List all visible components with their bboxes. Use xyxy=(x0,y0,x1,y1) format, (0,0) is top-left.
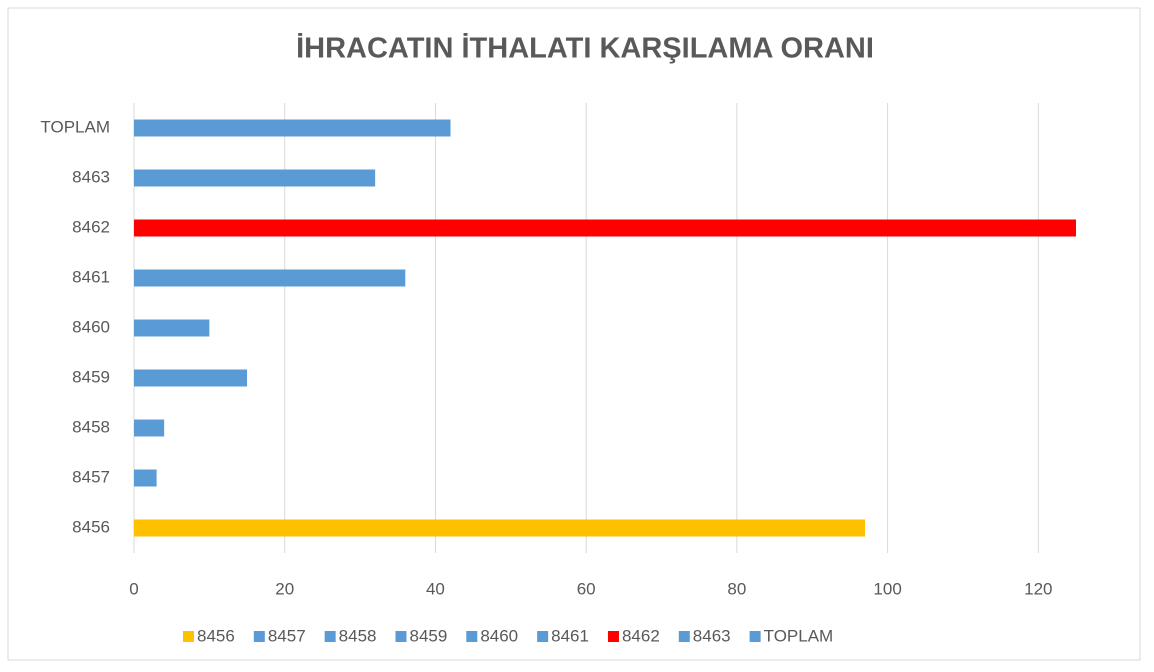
bar xyxy=(134,319,210,337)
bar xyxy=(134,119,451,137)
legend-label: 8457 xyxy=(268,626,306,645)
bar xyxy=(134,419,165,437)
legend-swatch xyxy=(183,631,194,642)
bar xyxy=(134,469,157,487)
y-tick-label: TOPLAM xyxy=(40,117,110,136)
bar xyxy=(134,169,376,187)
bar xyxy=(134,219,1076,237)
x-tick-label: 0 xyxy=(129,579,138,598)
bar xyxy=(134,269,406,287)
x-tick-label: 120 xyxy=(1024,579,1052,598)
chart-title: İHRACATIN İTHALATI KARŞILAMA ORANI xyxy=(296,33,874,65)
legend-swatch xyxy=(749,631,761,642)
legend-label: 8460 xyxy=(480,626,518,645)
legend-swatch xyxy=(253,631,265,642)
legend-label: 8462 xyxy=(622,626,660,645)
y-tick-label: 8462 xyxy=(72,217,110,236)
legend-label: 8458 xyxy=(339,626,377,645)
x-tick-label: 20 xyxy=(275,579,294,598)
legend-swatch xyxy=(607,631,619,642)
y-tick-label: 8463 xyxy=(72,167,110,186)
legend-label: TOPLAM xyxy=(764,626,834,645)
y-tick-label: 8458 xyxy=(72,417,110,436)
x-tick-label: 100 xyxy=(873,579,901,598)
y-tick-label: 8456 xyxy=(72,517,110,536)
y-tick-label: 8457 xyxy=(72,467,110,486)
legend-label: 8461 xyxy=(551,626,589,645)
y-tick-label: 8461 xyxy=(72,267,110,286)
legend-swatch xyxy=(678,631,690,642)
legend-swatch xyxy=(395,631,407,642)
x-tick-label: 60 xyxy=(577,579,596,598)
legend-label: 8456 xyxy=(197,626,235,645)
x-tick-label: 80 xyxy=(727,579,746,598)
legend-label: 8459 xyxy=(409,626,447,645)
legend-swatch xyxy=(466,631,478,642)
bar xyxy=(134,369,248,387)
y-tick-label: 8459 xyxy=(72,367,110,386)
x-tick-label: 40 xyxy=(426,579,445,598)
bar xyxy=(134,519,865,537)
legend-label: 8463 xyxy=(693,626,731,645)
y-tick-label: 8460 xyxy=(72,317,110,336)
legend-swatch xyxy=(324,631,336,642)
legend-swatch xyxy=(537,631,549,642)
